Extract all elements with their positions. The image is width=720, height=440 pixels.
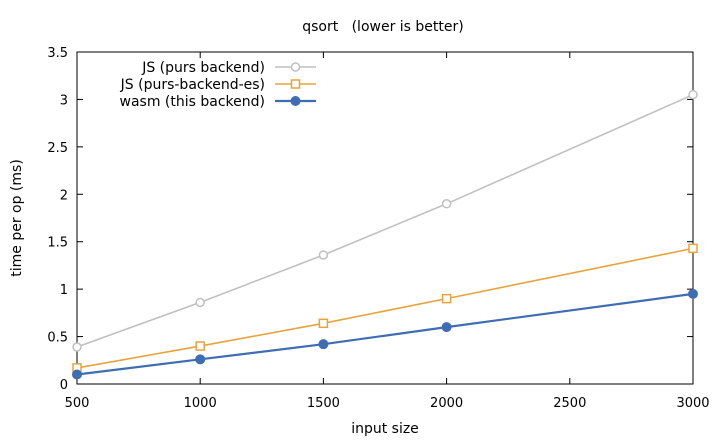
y-tick-label: 1.5 xyxy=(47,236,68,251)
data-point xyxy=(688,243,698,254)
x-tick-label: 3000 xyxy=(676,396,709,411)
data-point xyxy=(441,293,452,304)
y-tick-label: 1 xyxy=(60,283,68,298)
y-tick-label: 2 xyxy=(60,188,68,203)
data-point xyxy=(195,354,206,365)
data-point xyxy=(441,322,452,333)
x-axis-title: input size xyxy=(351,421,419,437)
data-point xyxy=(72,342,82,352)
y-tick-label: 2.5 xyxy=(47,141,68,156)
data-point xyxy=(441,199,452,209)
series-1 xyxy=(72,89,698,352)
x-tick-label: 2500 xyxy=(553,396,586,411)
legend-item: JS (purs backend) xyxy=(141,60,316,76)
y-tick-label: 3.5 xyxy=(47,46,68,61)
legend-swatch-marker xyxy=(290,62,301,72)
y-tick-label: 0.5 xyxy=(47,331,68,346)
series-layer xyxy=(72,89,698,380)
data-point xyxy=(688,89,698,100)
x-tick-label: 1500 xyxy=(307,396,340,411)
plot-area-frame xyxy=(76,51,694,385)
legend-swatch-marker xyxy=(290,96,301,106)
x-tick-label: 1000 xyxy=(184,396,217,411)
series-3 xyxy=(72,288,698,380)
legend-swatch-marker xyxy=(290,79,301,89)
data-point xyxy=(72,369,82,380)
legend: JS (purs backend)JS (purs-backend-es)was… xyxy=(120,60,316,110)
data-point xyxy=(195,341,205,351)
y-tick-label: 3 xyxy=(60,93,68,108)
data-point xyxy=(688,288,698,299)
data-point xyxy=(318,339,329,350)
data-point xyxy=(195,297,205,308)
series-line xyxy=(76,292,694,376)
legend-label: JS (purs backend) xyxy=(141,60,265,76)
y-tick-label: 0 xyxy=(60,378,68,393)
legend-item: JS (purs-backend-es) xyxy=(120,77,316,93)
series-line xyxy=(76,247,694,369)
x-tick-label: 500 xyxy=(65,396,90,411)
data-point xyxy=(318,318,329,329)
legend-item: wasm (this backend) xyxy=(120,94,316,110)
axis-ticks: 500 1000 1500 2000 2500 3000 0 0.5 1 1.5 2 2.5 3 3.5 xyxy=(47,46,709,411)
chart-title: qsort (lower is better) xyxy=(302,19,463,35)
y-axis-title: time per op (ms) xyxy=(9,159,25,277)
series-line xyxy=(76,93,694,348)
x-tick-label: 2000 xyxy=(430,396,463,411)
legend-label: wasm (this backend) xyxy=(120,94,265,110)
legend-label: JS (purs-backend-es) xyxy=(120,77,265,93)
series-2 xyxy=(72,243,698,373)
data-point xyxy=(318,250,329,260)
